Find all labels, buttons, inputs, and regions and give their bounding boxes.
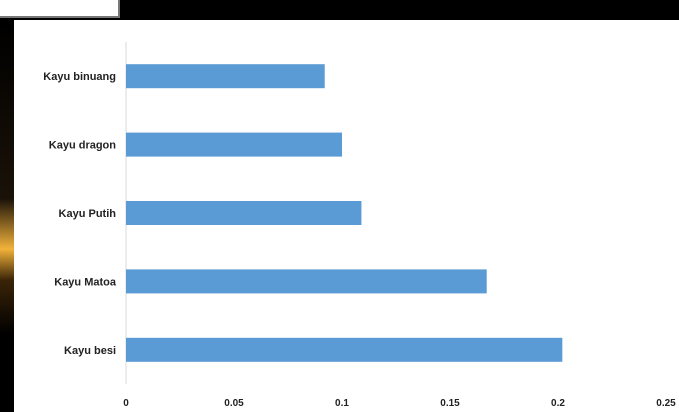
category-label: Kayu Matoa xyxy=(54,276,117,288)
window-tab xyxy=(0,0,120,18)
bar-chart: Kayu binuang Kayu dragon Kayu Putih Kayu Ma… xyxy=(14,20,679,412)
chart-panel: Kayu binuang Kayu dragon Kayu Putih Kayu Ma… xyxy=(14,20,679,412)
x-tick-label: 0.1 xyxy=(335,398,349,409)
x-tick-label: 0.15 xyxy=(440,398,460,409)
background-strip xyxy=(0,24,14,412)
bar-0 xyxy=(126,64,325,88)
x-tick-label: 0.05 xyxy=(224,398,244,409)
x-tick-label: 0.2 xyxy=(551,398,565,409)
bar-3 xyxy=(126,269,487,293)
bar-2 xyxy=(126,201,361,225)
category-label: Kayu dragon xyxy=(49,140,117,152)
category-label: Kayu Putih xyxy=(59,208,117,220)
category-label: Kayu binuang xyxy=(43,71,116,83)
bar-1 xyxy=(126,133,342,157)
x-tick-label: 0.25 xyxy=(656,398,676,409)
category-label: Kayu besi xyxy=(64,345,116,357)
bar-4 xyxy=(126,338,562,362)
x-tick-label: 0 xyxy=(123,398,129,409)
